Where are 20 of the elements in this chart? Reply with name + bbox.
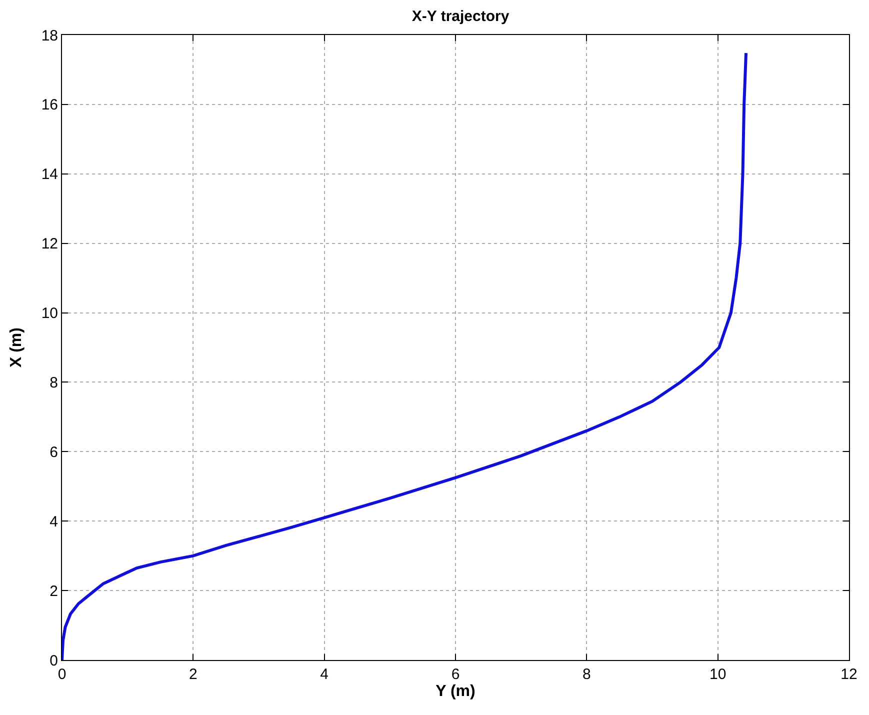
y-tick-label: 16: [41, 96, 58, 114]
x-axis-title: Y (m): [436, 683, 476, 700]
y-tick-label: 4: [50, 513, 58, 530]
x-tick-label: 8: [582, 666, 591, 683]
y-tick-label: 6: [50, 444, 58, 461]
chart-title: X-Y trajectory: [412, 8, 510, 26]
y-tick-label: 14: [41, 166, 58, 184]
y-axis-title: X (m): [8, 328, 26, 368]
x-tick-label: 10: [709, 666, 726, 683]
y-tick-label: 18: [41, 27, 58, 44]
y-tick-label: 8: [50, 374, 58, 392]
line-series: [62, 52, 748, 660]
y-tick-label: 2: [50, 582, 58, 600]
x-tick-label: 2: [189, 666, 198, 683]
x-tick-label: 4: [320, 666, 328, 683]
y-tick-label: 0: [50, 652, 58, 670]
x-tick-label: 12: [840, 666, 858, 683]
x-tick-label: 6: [451, 666, 460, 683]
y-tick-label: 10: [41, 305, 58, 322]
y-tick-label: 12: [41, 236, 58, 253]
